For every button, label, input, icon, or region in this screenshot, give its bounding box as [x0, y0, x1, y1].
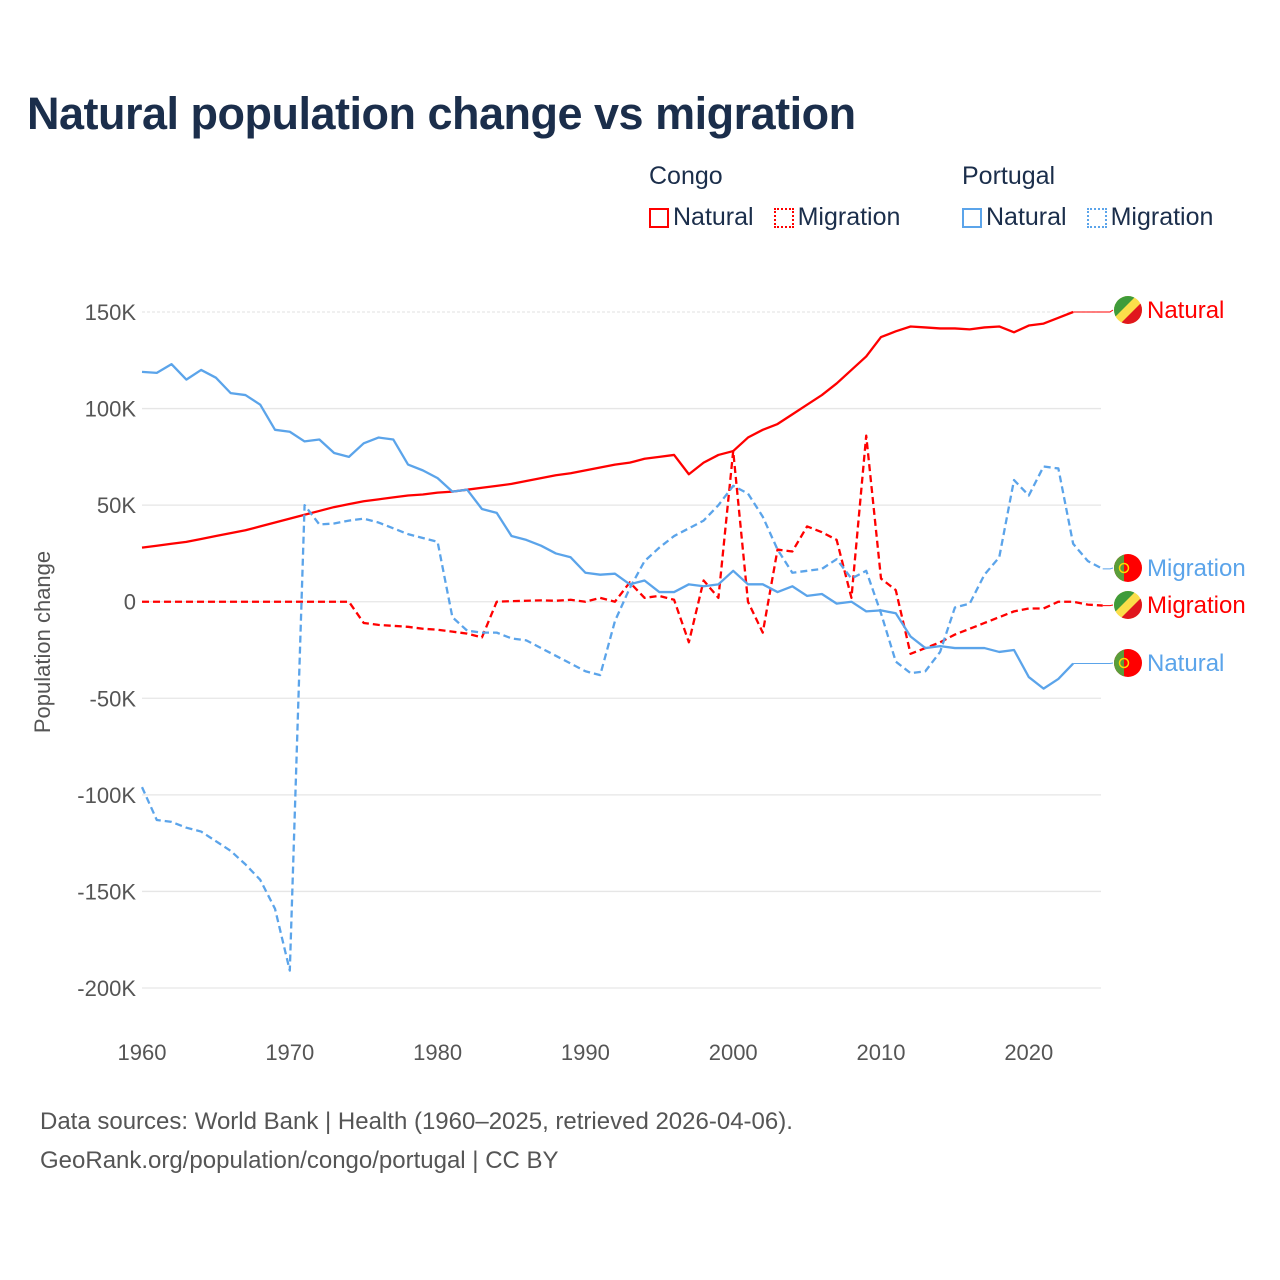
legend-group-name: Portugal [962, 162, 1056, 190]
congo-flag-icon [1114, 591, 1142, 619]
x-tick-label: 2000 [709, 1040, 758, 1065]
end-label-connector [1102, 567, 1114, 570]
series-line-portugal-migration [140, 465, 1104, 972]
y-tick-label: -50K [90, 686, 137, 711]
x-tick-label: 1990 [561, 1040, 610, 1065]
y-tick-label: -200K [77, 976, 136, 1001]
legend-label: Natural [673, 203, 754, 231]
legend-swatch-dotted [773, 207, 794, 228]
end-label: Migration [1147, 592, 1246, 619]
legend-item-congo-natural[interactable]: Natural [649, 203, 754, 232]
end-label-connector [1073, 662, 1114, 665]
end-label-connector [1073, 309, 1114, 313]
legend-swatch-solid [962, 207, 982, 228]
y-tick-label: 150K [85, 300, 137, 325]
portugal-flag-icon [1114, 649, 1142, 677]
legend-label: Migration [1110, 203, 1214, 231]
series-line-congo-natural [141, 310, 1074, 549]
legend-group-name: Congo [649, 162, 723, 190]
y-tick-label: 50K [97, 493, 136, 518]
series-line-portugal-natural [141, 362, 1074, 690]
series-line-congo-migration [142, 434, 1103, 656]
x-tick-label: 2020 [1004, 1040, 1053, 1065]
y-tick-label: -150K [77, 879, 136, 904]
y-tick-label: -100K [77, 783, 136, 808]
x-tick-label: 2010 [857, 1040, 906, 1065]
y-tick-label: 0 [124, 590, 136, 615]
legend-item-congo-migration[interactable]: Migration [773, 203, 901, 232]
legend-group-portugal: Portugal Natural Migration [962, 162, 1213, 232]
y-axis-label: Population change [30, 551, 55, 733]
x-tick-label: 1960 [118, 1040, 167, 1065]
x-tick-label: 1970 [265, 1040, 314, 1065]
legend-label: Migration [797, 203, 901, 231]
legend-item-portugal-migration[interactable]: Migration [1086, 203, 1214, 232]
chart-title: Natural population change vs migration [27, 88, 856, 139]
end-label: Migration [1147, 555, 1246, 582]
x-tick-label: 1980 [413, 1040, 462, 1065]
footer-sources: Data sources: World Bank | Health (1960–… [40, 1108, 793, 1135]
legend-item-portugal-natural[interactable]: Natural [962, 203, 1067, 232]
y-tick-label: 100K [85, 397, 137, 422]
end-label-connector [1102, 604, 1114, 607]
legend-swatch-dotted [1086, 207, 1107, 228]
legend-label: Natural [986, 203, 1067, 231]
end-label: Natural [1147, 650, 1224, 677]
legend-swatch-solid [649, 207, 669, 228]
end-label: Natural [1147, 297, 1224, 324]
legend-group-congo: Congo Natural Migration [649, 162, 900, 232]
portugal-flag-icon [1114, 554, 1142, 582]
footer-link[interactable]: GeoRank.org/population/congo/portugal | … [40, 1147, 559, 1174]
congo-flag-icon [1114, 296, 1142, 324]
